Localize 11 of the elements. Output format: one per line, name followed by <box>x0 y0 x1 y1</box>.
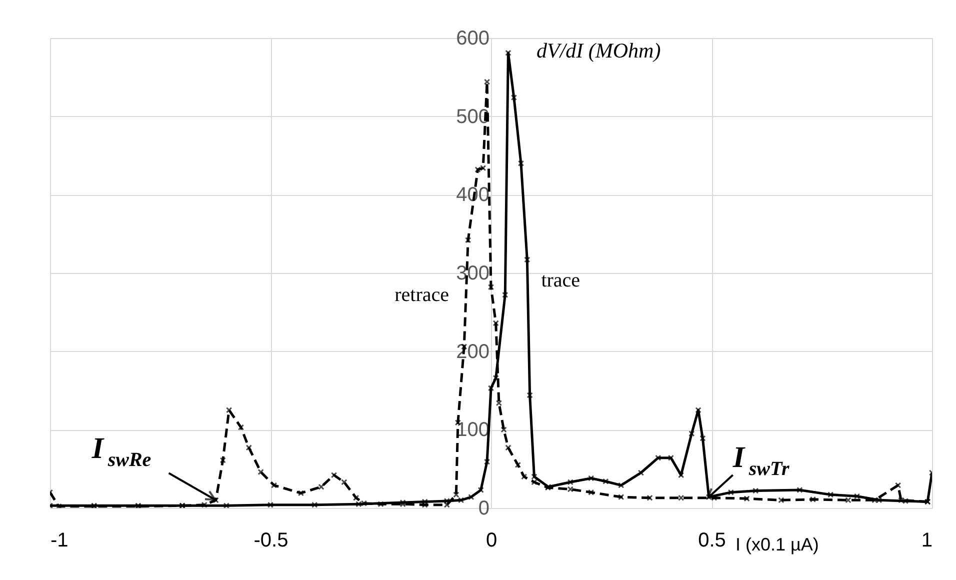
x-tick-label: 0.5 <box>698 530 726 552</box>
x-tick-label: -0.5 <box>254 530 288 552</box>
x-axis-title: I (x0.1 µA) <box>736 534 819 554</box>
y-tick-label: 300 <box>456 262 490 284</box>
y-axis-title: dV/dI (MOhm) <box>536 38 661 62</box>
series-label: trace <box>541 269 580 292</box>
x-tick-label: 1 <box>921 530 932 552</box>
y-tick-label: 0 <box>478 498 490 520</box>
x-tick-label: -1 <box>50 530 68 552</box>
y-tick-label: 600 <box>456 28 490 50</box>
series-label: retrace <box>394 284 450 306</box>
